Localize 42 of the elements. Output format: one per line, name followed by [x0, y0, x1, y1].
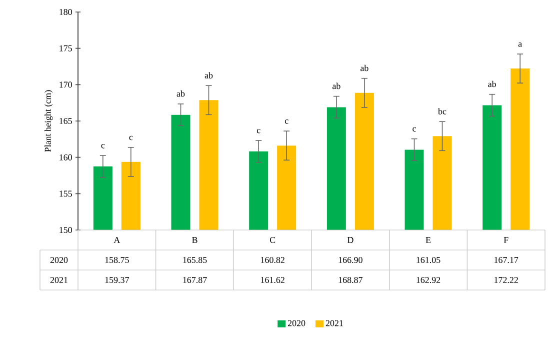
data-label: 172.22 [494, 276, 518, 284]
x-tick-label: B [192, 237, 198, 243]
data-label: 167.87 [183, 276, 207, 284]
data-label: 158.75 [105, 256, 129, 264]
text: 2021 [50, 276, 68, 284]
data-label: 168.87 [338, 276, 362, 284]
y-tick-label: 160 [60, 154, 72, 160]
x-tick-label: C [270, 236, 276, 244]
y-axis-title: Plant height (cm) [44, 90, 53, 152]
annotation: ab [176, 90, 185, 97]
y-tick-label: 165 [60, 118, 72, 124]
annotation: a [518, 42, 522, 47]
y-tick-label: 155 [60, 190, 72, 197]
data-label: 166.90 [338, 256, 362, 264]
y-tick-label: 150 [60, 226, 72, 234]
text: 2020 [50, 256, 68, 264]
y-tick-label: 175 [60, 45, 72, 52]
annotation: ab [488, 80, 496, 88]
annotation: c [284, 120, 288, 124]
annotation: c [101, 144, 105, 148]
x-tick-label: A [114, 237, 120, 243]
annotation: bc [438, 108, 446, 114]
annotation: ab [360, 64, 368, 72]
data-label: 161.62 [261, 276, 284, 284]
annotation: c [412, 127, 416, 132]
data-label: 161.05 [416, 256, 440, 264]
legend-label: 2020 [288, 320, 306, 326]
annotation: c [256, 128, 260, 134]
data-label: 167.17 [494, 256, 518, 264]
data-label: 162.92 [416, 276, 440, 284]
x-tick-label: D [347, 237, 354, 243]
annotation: c [129, 136, 133, 140]
annotation: ab [332, 82, 340, 90]
data-label: 160.82 [261, 256, 284, 264]
legend-label: 2021 [326, 320, 343, 326]
data-label: 159.37 [105, 276, 129, 284]
x-tick-label: F [504, 237, 508, 243]
x-tick-label: E [426, 237, 431, 243]
y-tick-label: 170 [60, 82, 72, 88]
annotation: ab [204, 72, 213, 78]
y-tick-label: 180 [60, 8, 72, 16]
data-label: 165.85 [183, 256, 207, 264]
